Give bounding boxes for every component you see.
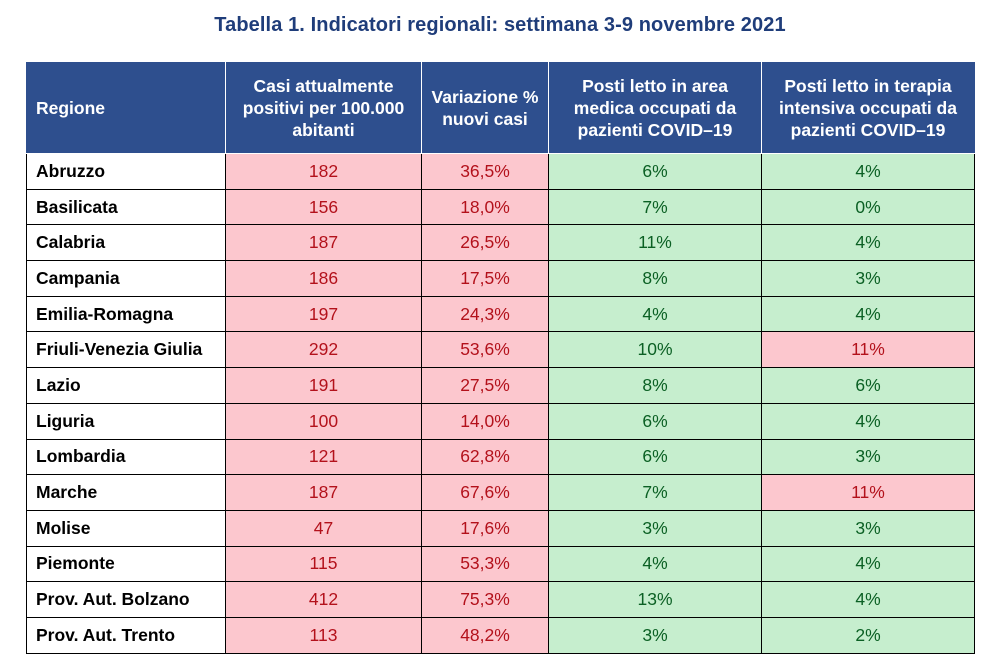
cell-medical-beds: 8% <box>548 260 762 297</box>
cell-icu-beds: 4% <box>761 224 975 262</box>
cell-variation: 24,3% <box>421 295 549 333</box>
column-header-cases: Casi attualmente positivi per 100.000 ab… <box>225 62 422 154</box>
table-row: Basilicata 156 18,0% 7% 0% <box>26 188 975 226</box>
column-header-medical-beds: Posti letto in area medica occupati da p… <box>548 62 762 154</box>
cell-icu-beds: 4% <box>761 295 975 333</box>
cell-medical-beds: 4% <box>548 295 762 333</box>
table-row: Prov. Aut. Bolzano 412 75,3% 13% 4% <box>26 581 975 618</box>
table-body: Abruzzo 182 36,5% 6% 4% Basilicata 156 18,0% 7% 0… <box>26 153 975 654</box>
cell-cases: 182 <box>225 153 422 190</box>
cell-icu-beds: 11% <box>761 474 975 511</box>
cell-cases: 197 <box>225 295 422 333</box>
cell-icu-beds: 4% <box>761 581 975 618</box>
column-header-region: Regione <box>26 62 226 154</box>
cell-icu-beds: 4% <box>761 545 975 583</box>
cell-medical-beds: 13% <box>548 581 762 618</box>
cell-region: Calabria <box>26 224 226 262</box>
cell-region: Abruzzo <box>26 153 226 190</box>
cell-cases: 156 <box>225 188 422 226</box>
cell-variation: 53,3% <box>421 545 549 583</box>
cell-variation: 17,6% <box>421 509 549 547</box>
column-header-icu-beds: Posti letto in terapia intensiva occupat… <box>761 62 975 154</box>
cell-region: Lombardia <box>26 438 226 476</box>
header-row: Regione Casi attualmente positivi per 10… <box>26 62 975 154</box>
column-header-variation: Variazione % nuovi casi <box>421 62 549 154</box>
cell-medical-beds: 6% <box>548 402 762 440</box>
cell-icu-beds: 3% <box>761 260 975 297</box>
cell-icu-beds: 11% <box>761 331 975 369</box>
table-row: Liguria 100 14,0% 6% 4% <box>26 402 975 440</box>
cell-cases: 412 <box>225 581 422 618</box>
cell-variation: 48,2% <box>421 616 549 654</box>
cell-medical-beds: 10% <box>548 331 762 369</box>
table-row: Emilia-Romagna 197 24,3% 4% 4% <box>26 295 975 333</box>
cell-cases: 187 <box>225 224 422 262</box>
cell-cases: 292 <box>225 331 422 369</box>
cell-region: Marche <box>26 474 226 511</box>
cell-variation: 27,5% <box>421 367 549 404</box>
cell-medical-beds: 8% <box>548 367 762 404</box>
table-row: Friuli-Venezia Giulia 292 53,6% 10% 11% <box>26 331 975 369</box>
cell-region: Molise <box>26 509 226 547</box>
cell-region: Piemonte <box>26 545 226 583</box>
cell-variation: 53,6% <box>421 331 549 369</box>
cell-region: Prov. Aut. Trento <box>26 616 226 654</box>
table-row: Campania 186 17,5% 8% 3% <box>26 260 975 297</box>
cell-medical-beds: 6% <box>548 438 762 476</box>
cell-region: Basilicata <box>26 188 226 226</box>
cell-cases: 113 <box>225 616 422 654</box>
cell-medical-beds: 7% <box>548 474 762 511</box>
cell-variation: 14,0% <box>421 402 549 440</box>
table-row: Piemonte 115 53,3% 4% 4% <box>26 545 975 583</box>
cell-icu-beds: 3% <box>761 509 975 547</box>
cell-medical-beds: 6% <box>548 153 762 190</box>
cell-cases: 191 <box>225 367 422 404</box>
cell-cases: 115 <box>225 545 422 583</box>
table-row: Calabria 187 26,5% 11% 4% <box>26 224 975 262</box>
cell-variation: 67,6% <box>421 474 549 511</box>
cell-variation: 36,5% <box>421 153 549 190</box>
cell-icu-beds: 6% <box>761 367 975 404</box>
cell-cases: 187 <box>225 474 422 511</box>
cell-variation: 75,3% <box>421 581 549 618</box>
table-title: Tabella 1. Indicatori regionali: settima… <box>214 14 786 36</box>
cell-cases: 47 <box>225 509 422 547</box>
cell-variation: 26,5% <box>421 224 549 262</box>
cell-medical-beds: 4% <box>548 545 762 583</box>
cell-variation: 18,0% <box>421 188 549 226</box>
cell-cases: 121 <box>225 438 422 476</box>
cell-icu-beds: 2% <box>761 616 975 654</box>
cell-region: Campania <box>26 260 226 297</box>
cell-medical-beds: 7% <box>548 188 762 226</box>
table-row: Lombardia 121 62,8% 6% 3% <box>26 438 975 476</box>
cell-icu-beds: 3% <box>761 438 975 476</box>
table-row: Lazio 191 27,5% 8% 6% <box>26 367 975 404</box>
table-row: Marche 187 67,6% 7% 11% <box>26 474 975 511</box>
cell-medical-beds: 3% <box>548 616 762 654</box>
cell-icu-beds: 4% <box>761 402 975 440</box>
cell-variation: 17,5% <box>421 260 549 297</box>
cell-region: Friuli-Venezia Giulia <box>26 331 226 369</box>
cell-region: Liguria <box>26 402 226 440</box>
table-header: Regione Casi attualmente positivi per 10… <box>26 62 975 154</box>
regional-indicators-table: Regione Casi attualmente positivi per 10… <box>26 62 975 654</box>
table-row: Prov. Aut. Trento 113 48,2% 3% 2% <box>26 616 975 654</box>
table-row: Abruzzo 182 36,5% 6% 4% <box>26 153 975 190</box>
cell-variation: 62,8% <box>421 438 549 476</box>
cell-region: Prov. Aut. Bolzano <box>26 581 226 618</box>
cell-medical-beds: 3% <box>548 509 762 547</box>
cell-medical-beds: 11% <box>548 224 762 262</box>
cell-cases: 100 <box>225 402 422 440</box>
cell-icu-beds: 0% <box>761 188 975 226</box>
cell-cases: 186 <box>225 260 422 297</box>
cell-region: Emilia-Romagna <box>26 295 226 333</box>
cell-region: Lazio <box>26 367 226 404</box>
cell-icu-beds: 4% <box>761 153 975 190</box>
table-row: Molise 47 17,6% 3% 3% <box>26 509 975 547</box>
